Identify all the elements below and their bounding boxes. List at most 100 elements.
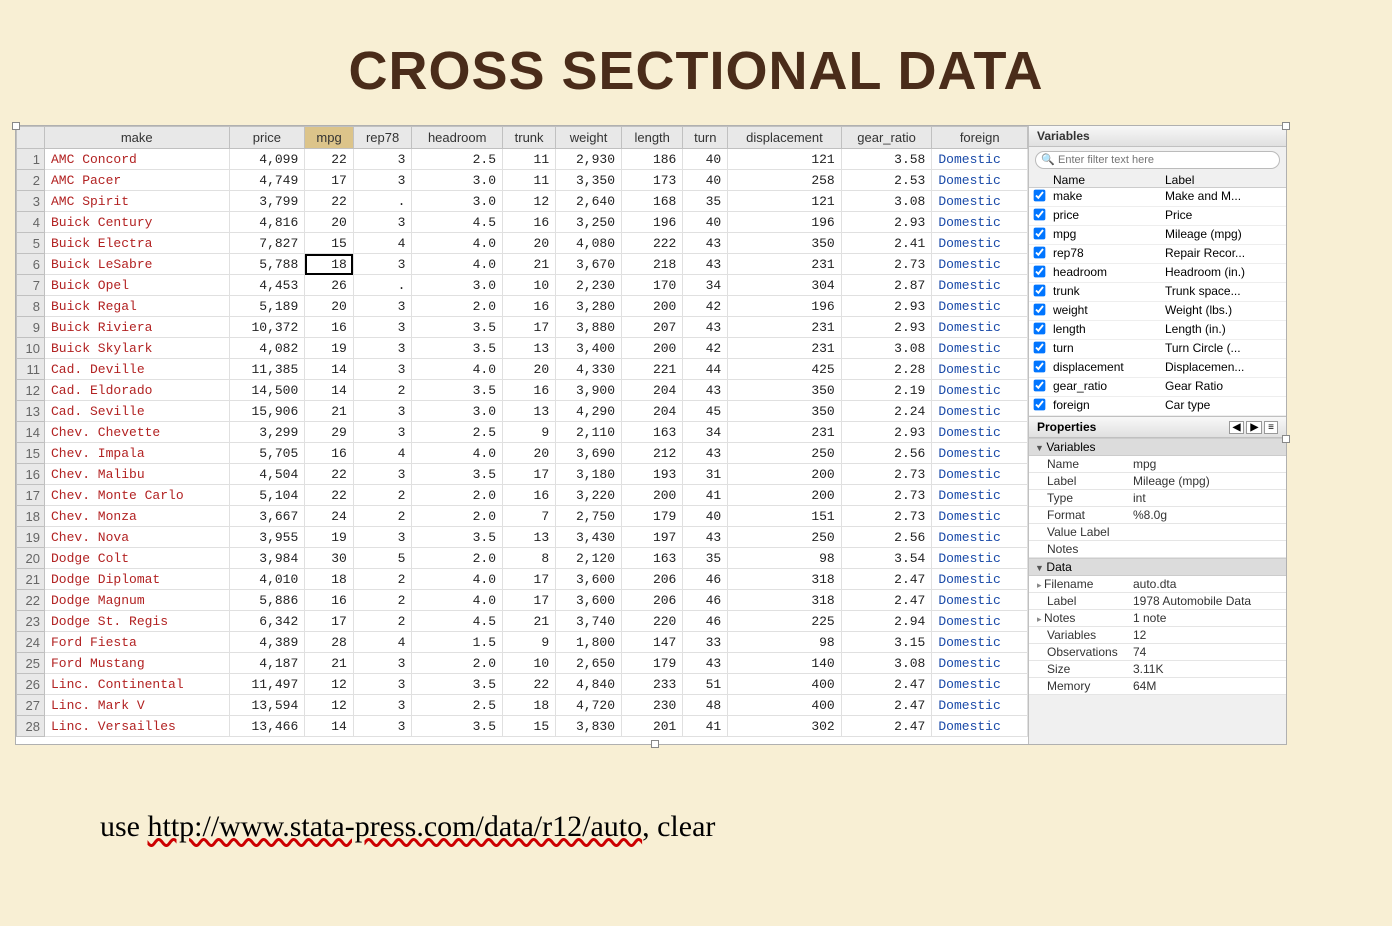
cell[interactable]: 16 (503, 485, 556, 506)
cell[interactable]: 2.24 (841, 401, 932, 422)
cell[interactable]: Domestic (932, 464, 1028, 485)
cell[interactable]: 2.53 (841, 170, 932, 191)
cell[interactable]: 3,667 (229, 506, 305, 527)
cell[interactable]: 425 (728, 359, 842, 380)
cell[interactable]: 43 (683, 443, 728, 464)
cell[interactable]: 2.47 (841, 590, 932, 611)
cell[interactable]: 168 (622, 191, 683, 212)
cell[interactable]: 22 (305, 191, 354, 212)
cell[interactable]: 3 (353, 359, 412, 380)
cell[interactable]: Domestic (932, 506, 1028, 527)
cell[interactable]: 41 (683, 716, 728, 737)
cell[interactable]: 302 (728, 716, 842, 737)
resize-handle[interactable] (651, 740, 659, 748)
cell[interactable]: 19 (305, 527, 354, 548)
cell[interactable]: 17 (305, 170, 354, 191)
cell[interactable]: 3 (353, 716, 412, 737)
cell[interactable]: 3,670 (556, 254, 622, 275)
variable-row-turn[interactable]: turnTurn Circle (... (1029, 340, 1286, 359)
cell[interactable]: 3.5 (412, 527, 503, 548)
column-header-gear_ratio[interactable]: gear_ratio (841, 127, 932, 149)
cell[interactable]: 15 (503, 716, 556, 737)
cell[interactable]: Domestic (932, 191, 1028, 212)
cell[interactable]: AMC Spirit (45, 191, 230, 212)
cell[interactable]: 4,504 (229, 464, 305, 485)
variables-filter[interactable]: 🔍 (1035, 151, 1280, 169)
cell[interactable]: 3.5 (412, 380, 503, 401)
column-header-headroom[interactable]: headroom (412, 127, 503, 149)
cell[interactable]: Buick Opel (45, 275, 230, 296)
cell[interactable]: 4 (353, 233, 412, 254)
variable-row-gear_ratio[interactable]: gear_ratioGear Ratio (1029, 378, 1286, 397)
cell[interactable]: 4.0 (412, 590, 503, 611)
cell[interactable]: 8 (503, 548, 556, 569)
cell[interactable]: Cad. Deville (45, 359, 230, 380)
cell[interactable]: 200 (622, 296, 683, 317)
cell[interactable]: 2.5 (412, 422, 503, 443)
cell[interactable]: 2,750 (556, 506, 622, 527)
table-row[interactable]: 18Chev. Monza3,6672422.072,750179401512.… (17, 506, 1028, 527)
cell[interactable]: AMC Pacer (45, 170, 230, 191)
cell[interactable]: 231 (728, 317, 842, 338)
cell[interactable]: 3.5 (412, 338, 503, 359)
cell[interactable]: 4,080 (556, 233, 622, 254)
cell[interactable]: 35 (683, 191, 728, 212)
cell[interactable]: 3,799 (229, 191, 305, 212)
cell[interactable]: Domestic (932, 548, 1028, 569)
cell[interactable]: Domestic (932, 611, 1028, 632)
variable-row-displacement[interactable]: displacementDisplacemen... (1029, 359, 1286, 378)
cell[interactable]: 2,650 (556, 653, 622, 674)
cell[interactable]: 2.0 (412, 506, 503, 527)
cell[interactable]: 2.5 (412, 695, 503, 716)
cell[interactable]: 400 (728, 695, 842, 716)
cell[interactable]: 3.08 (841, 338, 932, 359)
cell[interactable]: 3 (353, 254, 412, 275)
table-row[interactable]: 28Linc. Versailles13,4661433.5153,830201… (17, 716, 1028, 737)
cell[interactable]: 33 (683, 632, 728, 653)
cell[interactable]: Domestic (932, 632, 1028, 653)
cell[interactable]: 24 (305, 506, 354, 527)
filter-input[interactable] (1035, 151, 1280, 169)
column-header-turn[interactable]: turn (683, 127, 728, 149)
variable-row-trunk[interactable]: trunkTrunk space... (1029, 283, 1286, 302)
cell[interactable]: 5,705 (229, 443, 305, 464)
cell[interactable]: 163 (622, 422, 683, 443)
cell[interactable]: 3,600 (556, 590, 622, 611)
table-row[interactable]: 11Cad. Deville11,3851434.0204,3302214442… (17, 359, 1028, 380)
cell[interactable]: 201 (622, 716, 683, 737)
cell[interactable]: 5,788 (229, 254, 305, 275)
cell[interactable]: 200 (622, 485, 683, 506)
cell[interactable]: 34 (683, 422, 728, 443)
cell[interactable]: 26 (305, 275, 354, 296)
cell[interactable]: AMC Concord (45, 149, 230, 170)
cell[interactable]: 193 (622, 464, 683, 485)
cell[interactable]: 10 (503, 275, 556, 296)
cell[interactable]: 3,984 (229, 548, 305, 569)
cell[interactable]: Domestic (932, 401, 1028, 422)
table-row[interactable]: 15Chev. Impala5,7051644.0203,69021243250… (17, 443, 1028, 464)
props-data-section[interactable]: Data (1029, 558, 1286, 576)
cell[interactable]: 40 (683, 506, 728, 527)
cell[interactable]: 231 (728, 254, 842, 275)
cell[interactable]: 43 (683, 254, 728, 275)
cell[interactable]: 43 (683, 653, 728, 674)
cell[interactable]: 3,250 (556, 212, 622, 233)
cell[interactable]: 231 (728, 422, 842, 443)
cell[interactable]: 3 (353, 212, 412, 233)
cell[interactable]: 3 (353, 149, 412, 170)
cell[interactable]: 13 (503, 527, 556, 548)
cell[interactable]: Domestic (932, 590, 1028, 611)
cell[interactable]: Domestic (932, 422, 1028, 443)
cell[interactable]: 140 (728, 653, 842, 674)
cell[interactable]: 233 (622, 674, 683, 695)
cell[interactable]: 20 (503, 443, 556, 464)
cell[interactable]: 2 (353, 590, 412, 611)
cell[interactable]: 221 (622, 359, 683, 380)
cell[interactable]: 6,342 (229, 611, 305, 632)
cell[interactable]: 17 (305, 611, 354, 632)
cell[interactable]: Domestic (932, 275, 1028, 296)
cell[interactable]: 3,220 (556, 485, 622, 506)
table-row[interactable]: 8Buick Regal5,1892032.0163,280200421962.… (17, 296, 1028, 317)
cell[interactable]: 3.15 (841, 632, 932, 653)
cell[interactable]: Chev. Monza (45, 506, 230, 527)
